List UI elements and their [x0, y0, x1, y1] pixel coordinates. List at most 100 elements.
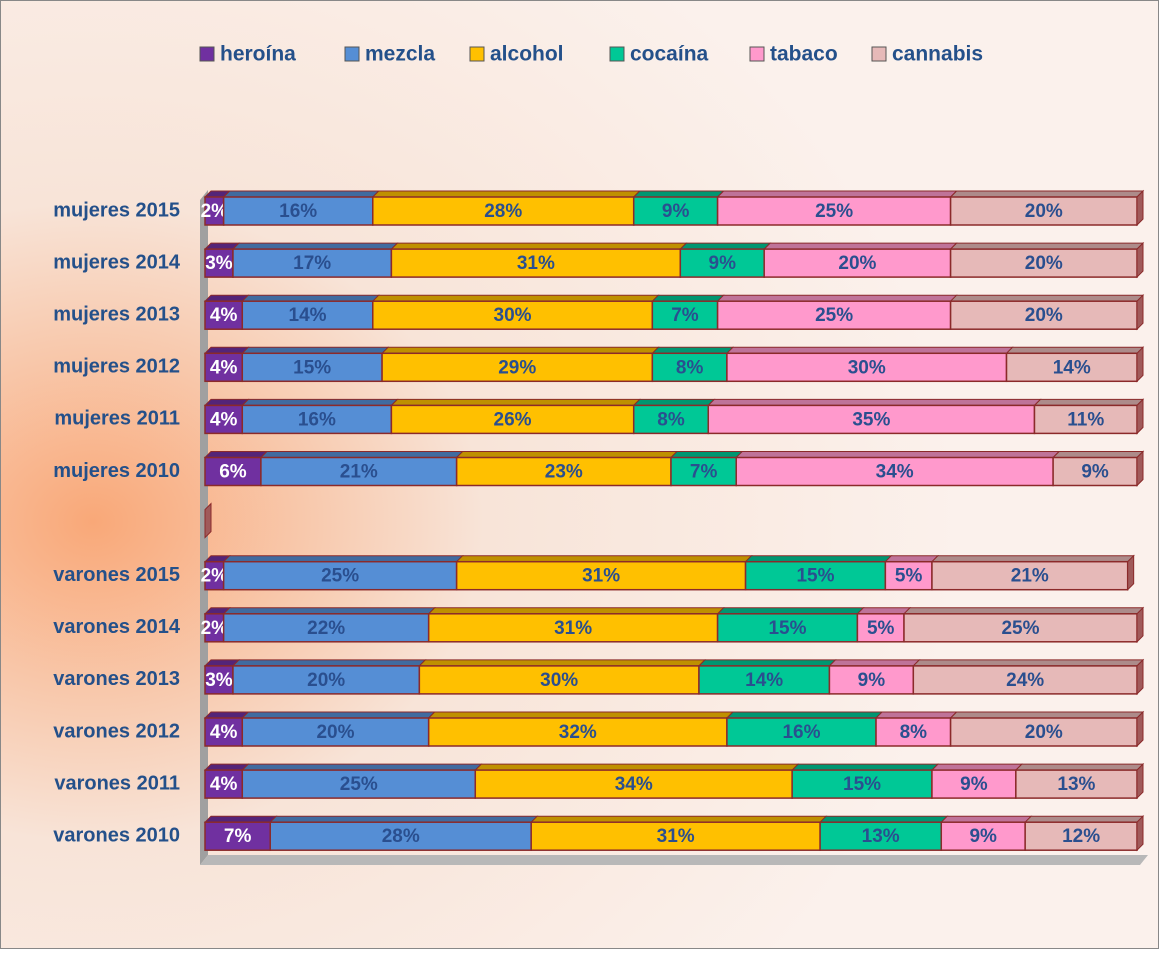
value-label: 3% — [205, 253, 233, 274]
bar-top — [203, 398, 250, 406]
bar — [744, 560, 887, 591]
bar-end — [1136, 658, 1144, 696]
bar-top — [679, 242, 772, 250]
value-label: 20% — [1025, 253, 1063, 274]
value-label: 31% — [554, 618, 592, 639]
category-label: varones 2012 — [53, 720, 180, 742]
value-label: 25% — [1001, 618, 1039, 639]
bar-top — [716, 294, 958, 302]
value-label: 29% — [498, 357, 536, 378]
value-label: 13% — [1057, 774, 1095, 795]
bar-top — [203, 451, 269, 458]
category-label: mujeres 2011 — [54, 408, 180, 430]
bar — [372, 196, 635, 226]
value-label: 7% — [690, 462, 718, 483]
bar — [716, 613, 859, 643]
bar-top — [203, 346, 250, 354]
bar — [232, 248, 393, 278]
bar-top — [949, 711, 1145, 719]
category-label: varones 2010 — [53, 824, 180, 846]
value-label: 25% — [340, 774, 378, 795]
legend-swatch — [609, 46, 625, 62]
bar-top — [371, 294, 660, 302]
value-label: 9% — [858, 670, 886, 691]
bar-top — [930, 555, 1135, 563]
value-label: 4% — [210, 774, 238, 795]
bar-end — [1136, 814, 1144, 852]
bar — [222, 196, 374, 226]
bar-top — [930, 763, 1024, 771]
bar-top — [1005, 346, 1145, 354]
bar — [418, 665, 700, 695]
value-label: 8% — [657, 409, 685, 430]
bar — [474, 769, 793, 799]
value-label: 22% — [307, 618, 345, 639]
bar-top — [1014, 763, 1145, 771]
value-label: 20% — [1025, 201, 1063, 222]
value-label: 2% — [201, 618, 229, 639]
value-label: 30% — [848, 357, 886, 378]
category-label: mujeres 2010 — [53, 460, 180, 482]
bar-top — [762, 242, 958, 250]
value-label: 20% — [316, 722, 354, 743]
bar-top — [269, 815, 539, 823]
category-label: mujeres 2012 — [53, 356, 180, 378]
bar-top — [222, 190, 380, 198]
bar — [1005, 352, 1138, 383]
bar — [222, 613, 430, 643]
bar-end — [204, 502, 212, 539]
bar-top — [790, 763, 940, 771]
bar — [912, 665, 1138, 695]
value-label: 16% — [279, 201, 317, 222]
value-label: 20% — [1025, 305, 1063, 326]
bar — [232, 665, 421, 695]
value-label: 34% — [876, 462, 914, 483]
bar-top — [241, 294, 380, 302]
bar — [735, 456, 1054, 487]
value-label: 12% — [1062, 826, 1100, 847]
value-label: 2% — [201, 566, 229, 587]
value-label: 16% — [782, 722, 820, 743]
legend-label: cocaína — [630, 43, 709, 66]
bar — [679, 248, 765, 278]
bar — [716, 300, 952, 330]
category-label: mujeres 2015 — [53, 199, 180, 221]
value-label: 4% — [210, 409, 238, 430]
bar-top — [1051, 451, 1145, 458]
legend-swatch — [749, 46, 765, 62]
value-label: 2% — [201, 201, 229, 222]
bar — [241, 717, 430, 747]
bar-end — [1136, 710, 1144, 748]
value-label: 8% — [676, 357, 704, 378]
value-label: 15% — [796, 566, 834, 587]
value-label: 4% — [210, 357, 238, 378]
bar — [903, 613, 1138, 643]
bar-top — [632, 190, 725, 198]
bar — [1024, 821, 1138, 851]
bar-top — [725, 346, 1014, 354]
value-label: 9% — [662, 201, 690, 222]
bar-top — [455, 451, 679, 458]
legend-swatch — [469, 46, 485, 62]
bar — [381, 352, 654, 383]
bar-top — [874, 711, 958, 719]
bar — [875, 717, 952, 747]
bar — [716, 196, 952, 226]
bar — [949, 196, 1138, 226]
bar-top — [390, 242, 688, 250]
bar-top — [902, 607, 1145, 615]
bar — [726, 717, 877, 747]
value-label: 20% — [838, 253, 876, 274]
bar — [390, 248, 682, 278]
bar-top — [856, 607, 912, 615]
bar-top — [455, 555, 753, 563]
bar-top — [632, 398, 716, 406]
bar-top — [744, 555, 893, 563]
bar-top — [241, 346, 390, 354]
value-label: 21% — [340, 462, 378, 483]
category-label: varones 2015 — [53, 564, 180, 586]
bar-top — [940, 815, 1033, 823]
bar — [698, 665, 831, 695]
bar-end — [1136, 762, 1144, 800]
